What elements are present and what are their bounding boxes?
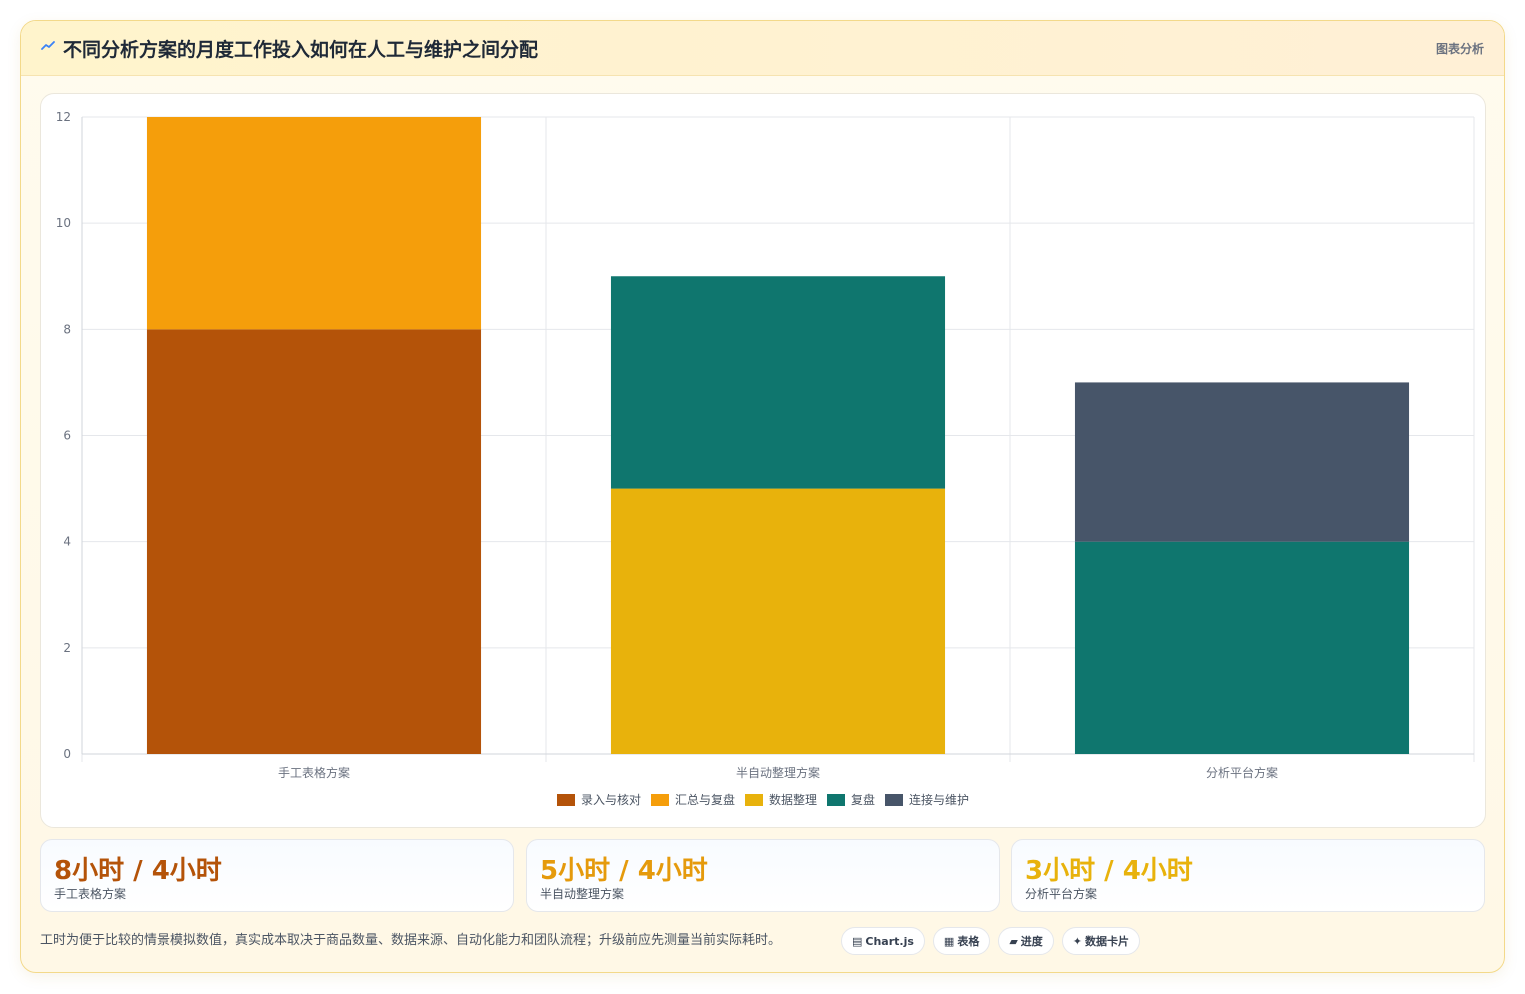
sparkle-icon: ✦	[1072, 934, 1083, 948]
chip-table[interactable]: ▦ 表格	[932, 927, 991, 955]
legend-label: 数据整理	[768, 793, 817, 807]
legend-swatch	[556, 793, 575, 806]
bar-segment[interactable]	[146, 117, 482, 330]
chip-progress[interactable]: ▰ 进度	[998, 927, 1054, 955]
stat-label: 手工表格方案	[54, 887, 127, 901]
x-tick-label: 手工表格方案	[278, 765, 350, 780]
chart-icon: ▤	[852, 934, 863, 948]
chip-label: Chart.js	[865, 934, 914, 948]
header-tag: 图表分析	[1435, 42, 1484, 56]
legend-label: 复盘	[851, 793, 876, 807]
chart-card: 不同分析方案的月度工作投入如何在人工与维护之间分配 图表分析 0 2 4 6 8 10 12…	[20, 20, 1505, 973]
y-tick-label: 2	[63, 641, 71, 655]
legend-label: 录入与核对	[580, 793, 641, 807]
stat-value: 8小时 / 4小时	[54, 856, 222, 886]
table-icon: ▦	[943, 934, 955, 948]
bar-segment[interactable]	[1074, 541, 1410, 754]
bar-segment[interactable]	[610, 488, 946, 754]
y-tick-label: 12	[56, 110, 71, 124]
legend-item[interactable]: 复盘	[827, 791, 875, 808]
legend-label: 汇总与复盘	[674, 793, 735, 807]
page-title: 不同分析方案的月度工作投入如何在人工与维护之间分配	[63, 39, 539, 61]
bar-segment[interactable]	[1074, 382, 1410, 542]
card-header: 不同分析方案的月度工作投入如何在人工与维护之间分配 图表分析	[21, 21, 1504, 76]
bar-segment[interactable]	[146, 329, 482, 754]
stacked-bar-chart: 0 2 4 6 8 10 12 手工表格方案 半自动整理方案 分析平台方案	[56, 110, 1475, 780]
legend-swatch	[827, 793, 845, 806]
stat-value: 5小时 / 4小时	[540, 856, 708, 886]
progress-icon: ▰	[1009, 934, 1018, 948]
legend-swatch	[650, 793, 669, 806]
legend-item[interactable]: 汇总与复盘	[650, 791, 735, 808]
stat-card: 8小时 / 4小时 手工表格方案	[40, 839, 514, 912]
legend-item[interactable]: 数据整理	[744, 791, 817, 808]
legend-item[interactable]: 连接与维护	[885, 791, 969, 808]
footnote: 工时为便于比较的情景模拟数值，真实成本取决于商品数量、数据来源、自动化能力和团队…	[40, 933, 782, 948]
chart-panel: 0 2 4 6 8 10 12 手工表格方案 半自动整理方案 分析平台方案 录入与核对 汇总与复盘 数…	[40, 93, 1486, 828]
trend-icon	[41, 41, 55, 50]
chart-legend: 录入与核对 汇总与复盘 数据整理 复盘 连接与维护	[41, 791, 1485, 808]
chip-sparkle[interactable]: ✦ 数据卡片	[1061, 927, 1141, 955]
legend-swatch	[885, 793, 904, 806]
stat-value: 3小时 / 4小时	[1025, 856, 1193, 886]
bar-segment[interactable]	[610, 276, 946, 489]
stat-label: 半自动整理方案	[540, 887, 625, 901]
x-tick-label: 半自动整理方案	[736, 765, 820, 780]
chip-label: 数据卡片	[1085, 935, 1130, 948]
stat-label: 分析平台方案	[1025, 887, 1098, 901]
chip-label: 表格	[957, 935, 980, 948]
y-tick-label: 10	[56, 216, 71, 230]
chip-row: ▤ Chart.js ▦ 表格 ▰ 进度 ✦ 数据卡片	[841, 927, 1141, 955]
stat-card: 5小时 / 4小时 半自动整理方案	[526, 839, 1000, 912]
chip-chart[interactable]: ▤ Chart.js	[841, 927, 925, 955]
stat-card: 3小时 / 4小时 分析平台方案	[1011, 839, 1485, 912]
legend-label: 连接与维护	[909, 793, 970, 807]
y-tick-label: 6	[63, 429, 71, 443]
chip-label: 进度	[1020, 935, 1043, 948]
legend-swatch	[744, 793, 763, 806]
legend-item[interactable]: 录入与核对	[556, 791, 641, 808]
y-tick-label: 8	[63, 322, 71, 336]
x-tick-label: 分析平台方案	[1206, 765, 1278, 780]
y-tick-label: 0	[63, 747, 71, 761]
y-tick-label: 4	[63, 535, 71, 549]
